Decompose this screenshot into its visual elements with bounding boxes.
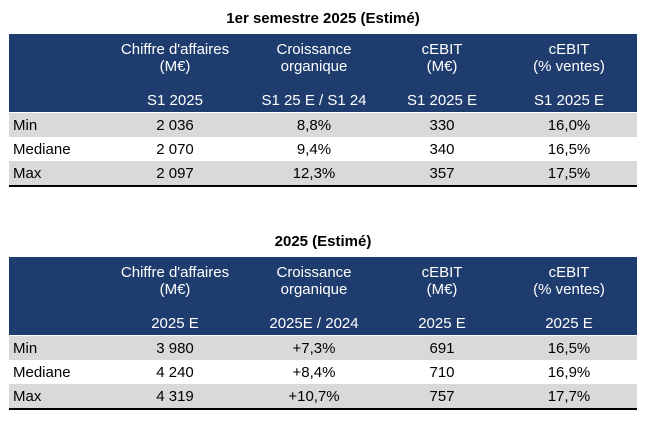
header-cell: cEBIT	[501, 257, 637, 281]
row-label: Min	[9, 335, 105, 360]
table-title: 2025 (Estimé)	[274, 233, 372, 250]
cell-revenue: 2 036	[105, 112, 245, 137]
cell-revenue: 2 097	[105, 161, 245, 187]
header-cell: (% ventes)	[501, 58, 637, 82]
header-cell: cEBIT	[383, 257, 501, 281]
table-row-max: Max 2 097 12,3% 357 17,5%	[9, 161, 637, 187]
header-cell: S1 25 E / S1 24	[245, 82, 383, 113]
header-cell: cEBIT	[383, 34, 501, 58]
header-cell: cEBIT	[501, 34, 637, 58]
cell-cebit: 691	[383, 335, 501, 360]
header-cell: 2025 E	[501, 305, 637, 336]
header-cell: S1 2025 E	[383, 82, 501, 113]
row-label: Max	[9, 384, 105, 410]
header-cell: Croissance	[245, 257, 383, 281]
cell-growth: +8,4%	[292, 363, 336, 381]
cell-revenue: 3 980	[105, 335, 245, 360]
cell-revenue: 2 070	[156, 140, 194, 158]
cell-cebit: 710	[429, 363, 455, 381]
header-cell	[9, 281, 105, 305]
cell-cebit-margin: 16,9%	[547, 363, 591, 381]
cell-revenue: 4 240	[156, 363, 194, 381]
header-cell: organique	[245, 281, 383, 305]
cell-cebit-margin: 16,0%	[501, 112, 637, 137]
row-label: Mediane	[13, 140, 71, 158]
cell-growth: 12,3%	[245, 161, 383, 187]
header-cell: (M€)	[105, 281, 245, 305]
cell-cebit: 340	[429, 140, 455, 158]
table-row-max: Max 4 319 +10,7% 757 17,7%	[9, 384, 637, 410]
row-label: Max	[9, 161, 105, 187]
table-row-min: Min 3 980 +7,3% 691 16,5%	[9, 335, 637, 360]
cell-growth: 8,8%	[245, 112, 383, 137]
header-cell: 2025E / 2024	[245, 305, 383, 336]
estimates-table: Chiffre d'affaires Croissance cEBIT cEBI…	[9, 34, 637, 187]
header-cell: (M€)	[383, 58, 501, 82]
table-row-median: Mediane 4 240 +8,4% 710 16,9%	[9, 360, 637, 384]
cell-cebit: 330	[383, 112, 501, 137]
header-cell	[9, 257, 105, 281]
header-row-2: (M€) organique (M€) (% ventes)	[9, 281, 637, 305]
table-title: 1er semestre 2025 (Estimé)	[226, 10, 420, 27]
header-cell	[9, 82, 105, 113]
table-row-median: Mediane 2 070 9,4% 340 16,5%	[9, 137, 637, 161]
header-cell	[9, 58, 105, 82]
header-cell: Chiffre d'affaires	[105, 34, 245, 58]
cell-growth: 9,4%	[296, 140, 332, 158]
header-cell: S1 2025	[105, 82, 245, 113]
cell-growth: +10,7%	[245, 384, 383, 410]
cell-cebit: 757	[383, 384, 501, 410]
header-cell: S1 2025 E	[501, 82, 637, 113]
header-cell: 2025 E	[383, 305, 501, 336]
header-cell	[9, 34, 105, 58]
header-cell	[9, 305, 105, 336]
header-row-1: Chiffre d'affaires Croissance cEBIT cEBI…	[9, 34, 637, 58]
table-block-s1-2025: 1er semestre 2025 (Estimé) Chiffre d'aff…	[9, 8, 637, 187]
header-cell: (M€)	[383, 281, 501, 305]
cell-cebit-margin: 16,5%	[547, 140, 591, 158]
header-row-period: S1 2025 S1 25 E / S1 24 S1 2025 E S1 202…	[9, 82, 637, 113]
header-cell: Croissance	[245, 34, 383, 58]
table-block-2025: 2025 (Estimé) Chiffre d'affaires Croissa…	[9, 231, 637, 410]
header-row-2: (M€) organique (M€) (% ventes)	[9, 58, 637, 82]
estimates-table: Chiffre d'affaires Croissance cEBIT cEBI…	[9, 257, 637, 410]
header-cell: (% ventes)	[501, 281, 637, 305]
header-cell: 2025 E	[105, 305, 245, 336]
cell-growth: +7,3%	[245, 335, 383, 360]
cell-revenue: 4 319	[105, 384, 245, 410]
cell-cebit-margin: 17,7%	[501, 384, 637, 410]
header-cell: Chiffre d'affaires	[105, 257, 245, 281]
row-label: Min	[9, 112, 105, 137]
table-row-min: Min 2 036 8,8% 330 16,0%	[9, 112, 637, 137]
header-cell: (M€)	[105, 58, 245, 82]
cell-cebit: 357	[383, 161, 501, 187]
header-row-1: Chiffre d'affaires Croissance cEBIT cEBI…	[9, 257, 637, 281]
cell-cebit-margin: 17,5%	[501, 161, 637, 187]
header-row-period: 2025 E 2025E / 2024 2025 E 2025 E	[9, 305, 637, 336]
header-cell: organique	[245, 58, 383, 82]
row-label: Mediane	[13, 363, 71, 381]
cell-cebit-margin: 16,5%	[501, 335, 637, 360]
